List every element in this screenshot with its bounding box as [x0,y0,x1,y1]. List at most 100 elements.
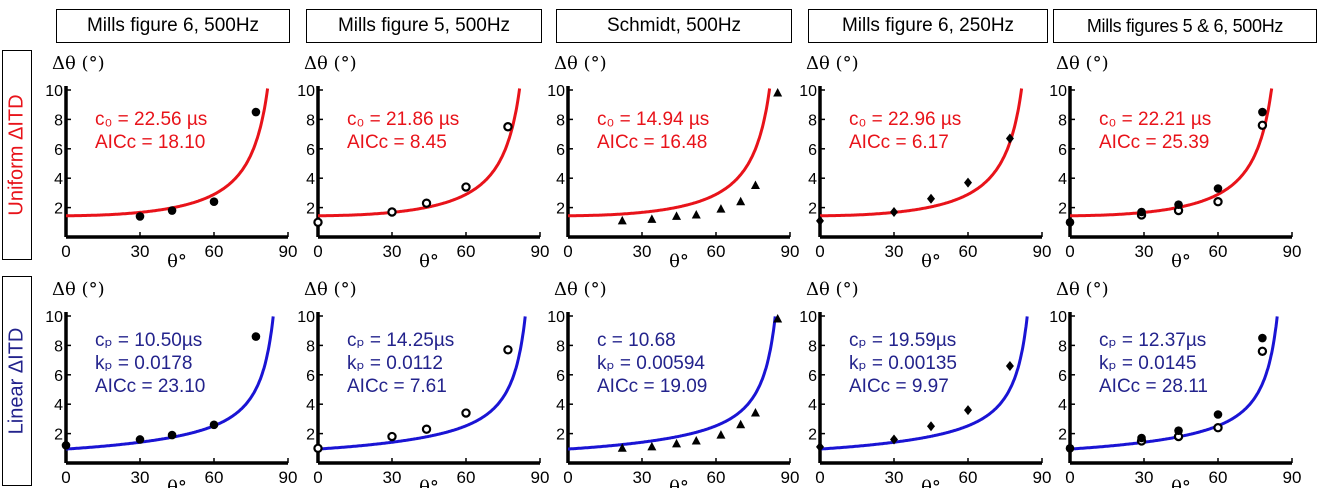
x-tick-label: 0 [61,242,70,261]
x-tick-label: 90 [781,242,800,261]
fit-annotation: kₚ = 0.00135 [849,353,957,374]
data-point [773,313,783,323]
x-tick-label: 60 [707,242,726,261]
y-tick-label: 2 [1058,201,1067,218]
fit-annotation: AICc = 18.10 [95,132,205,153]
y-axis-label: Δθ (°) [304,53,357,74]
fit-annotation: c₀ = 22.21 µs [1099,109,1211,130]
y-tick-label: 6 [54,368,63,385]
fit-curve [318,316,527,451]
x-axis-label: θ° [669,477,689,488]
x-tick-label: 0 [313,468,322,487]
y-tick-label: 6 [556,142,565,159]
x-axis-label: θ° [167,251,187,272]
data-point [209,197,219,207]
x-tick-label: 0 [815,468,824,487]
y-tick-label: 4 [556,171,565,188]
data-point [691,209,701,219]
x-tick-label: 30 [131,468,150,487]
x-tick-label: 30 [633,242,652,261]
x-tick-label: 90 [279,468,298,487]
data-point [816,215,824,226]
fit-annotation: kₚ = 0.0178 [95,353,192,374]
data-point [691,435,701,445]
y-tick-label: 2 [54,427,63,444]
header-mills-figs56-500: Mills figures 5 & 6, 500Hz [1053,9,1317,43]
y-axis-label: Δθ (°) [806,53,859,74]
data-point [1065,218,1075,227]
data-point [421,424,432,434]
y-tick-label: 2 [556,201,565,218]
x-tick-label: 30 [383,242,402,261]
data-point [1174,426,1183,435]
data-point [1065,444,1075,453]
y-tick-label: 8 [306,338,315,355]
x-tick-label: 0 [1065,468,1074,487]
data-point [647,441,657,451]
y-tick-label: 4 [306,397,315,414]
y-tick-label: 4 [1058,397,1067,414]
header-mills-fig6-250: Mills figure 6, 250Hz [808,9,1048,43]
data-point [1213,197,1223,207]
fit-curve [568,88,772,218]
y-tick-label: 6 [808,142,817,159]
x-axis-label: θ° [921,477,941,488]
fit-annotation: AICc = 6.17 [849,132,949,153]
y-tick-label: 2 [556,427,565,444]
y-tick-label: 8 [808,112,817,129]
fit-annotation: AICc = 9.97 [849,376,949,397]
x-tick-label: 60 [959,468,978,487]
y-tick-label: 4 [556,397,565,414]
x-tick-label: 90 [1033,468,1052,487]
y-tick-label: 4 [808,171,817,188]
row-label-linear: Linear ΔITD [2,276,32,486]
x-tick-label: 90 [279,242,298,261]
x-tick-label: 60 [457,468,476,487]
fit-curve [66,88,270,218]
data-point [503,345,513,355]
x-axis-label: θ° [1171,477,1191,488]
x-tick-label: 0 [1065,242,1074,261]
data-point [61,441,71,450]
data-point [387,207,397,217]
header-mills-fig6-500: Mills figure 6, 500Hz [56,9,290,43]
y-axis-label: Δθ (°) [554,53,607,74]
y-tick-label: 8 [556,112,565,129]
y-tick-label: 2 [306,427,315,444]
y-tick-label: 8 [1058,112,1067,129]
x-tick-label: 30 [1135,468,1154,487]
x-tick-label: 90 [531,468,550,487]
y-tick-label: 2 [808,427,817,444]
x-tick-label: 0 [563,468,572,487]
fit-annotation: AICc = 16.48 [597,132,707,153]
y-tick-label: 2 [306,201,315,218]
fit-annotation: cₚ = 19.59µs [849,330,956,351]
data-point [736,419,746,429]
x-tick-label: 60 [1209,242,1228,261]
y-tick-label: 6 [1058,142,1067,159]
y-tick-label: 8 [54,112,63,129]
y-tick-label: 8 [54,338,63,355]
data-point [503,122,513,132]
data-point [927,421,935,432]
y-tick-label: 8 [1058,338,1067,355]
y-tick-label: 10 [799,309,817,326]
y-axis-label: Δθ (°) [1056,279,1109,300]
x-tick-label: 30 [885,468,904,487]
y-tick-label: 4 [54,171,63,188]
y-tick-label: 4 [1058,171,1067,188]
data-point [1137,207,1146,217]
y-axis-label: Δθ (°) [52,279,105,300]
data-point [461,182,471,192]
fit-annotation: AICc = 7.61 [347,376,447,397]
data-point [617,215,627,225]
data-point [964,177,972,188]
fit-curve [318,88,522,218]
x-tick-label: 90 [1283,468,1302,487]
x-tick-label: 60 [707,468,726,487]
